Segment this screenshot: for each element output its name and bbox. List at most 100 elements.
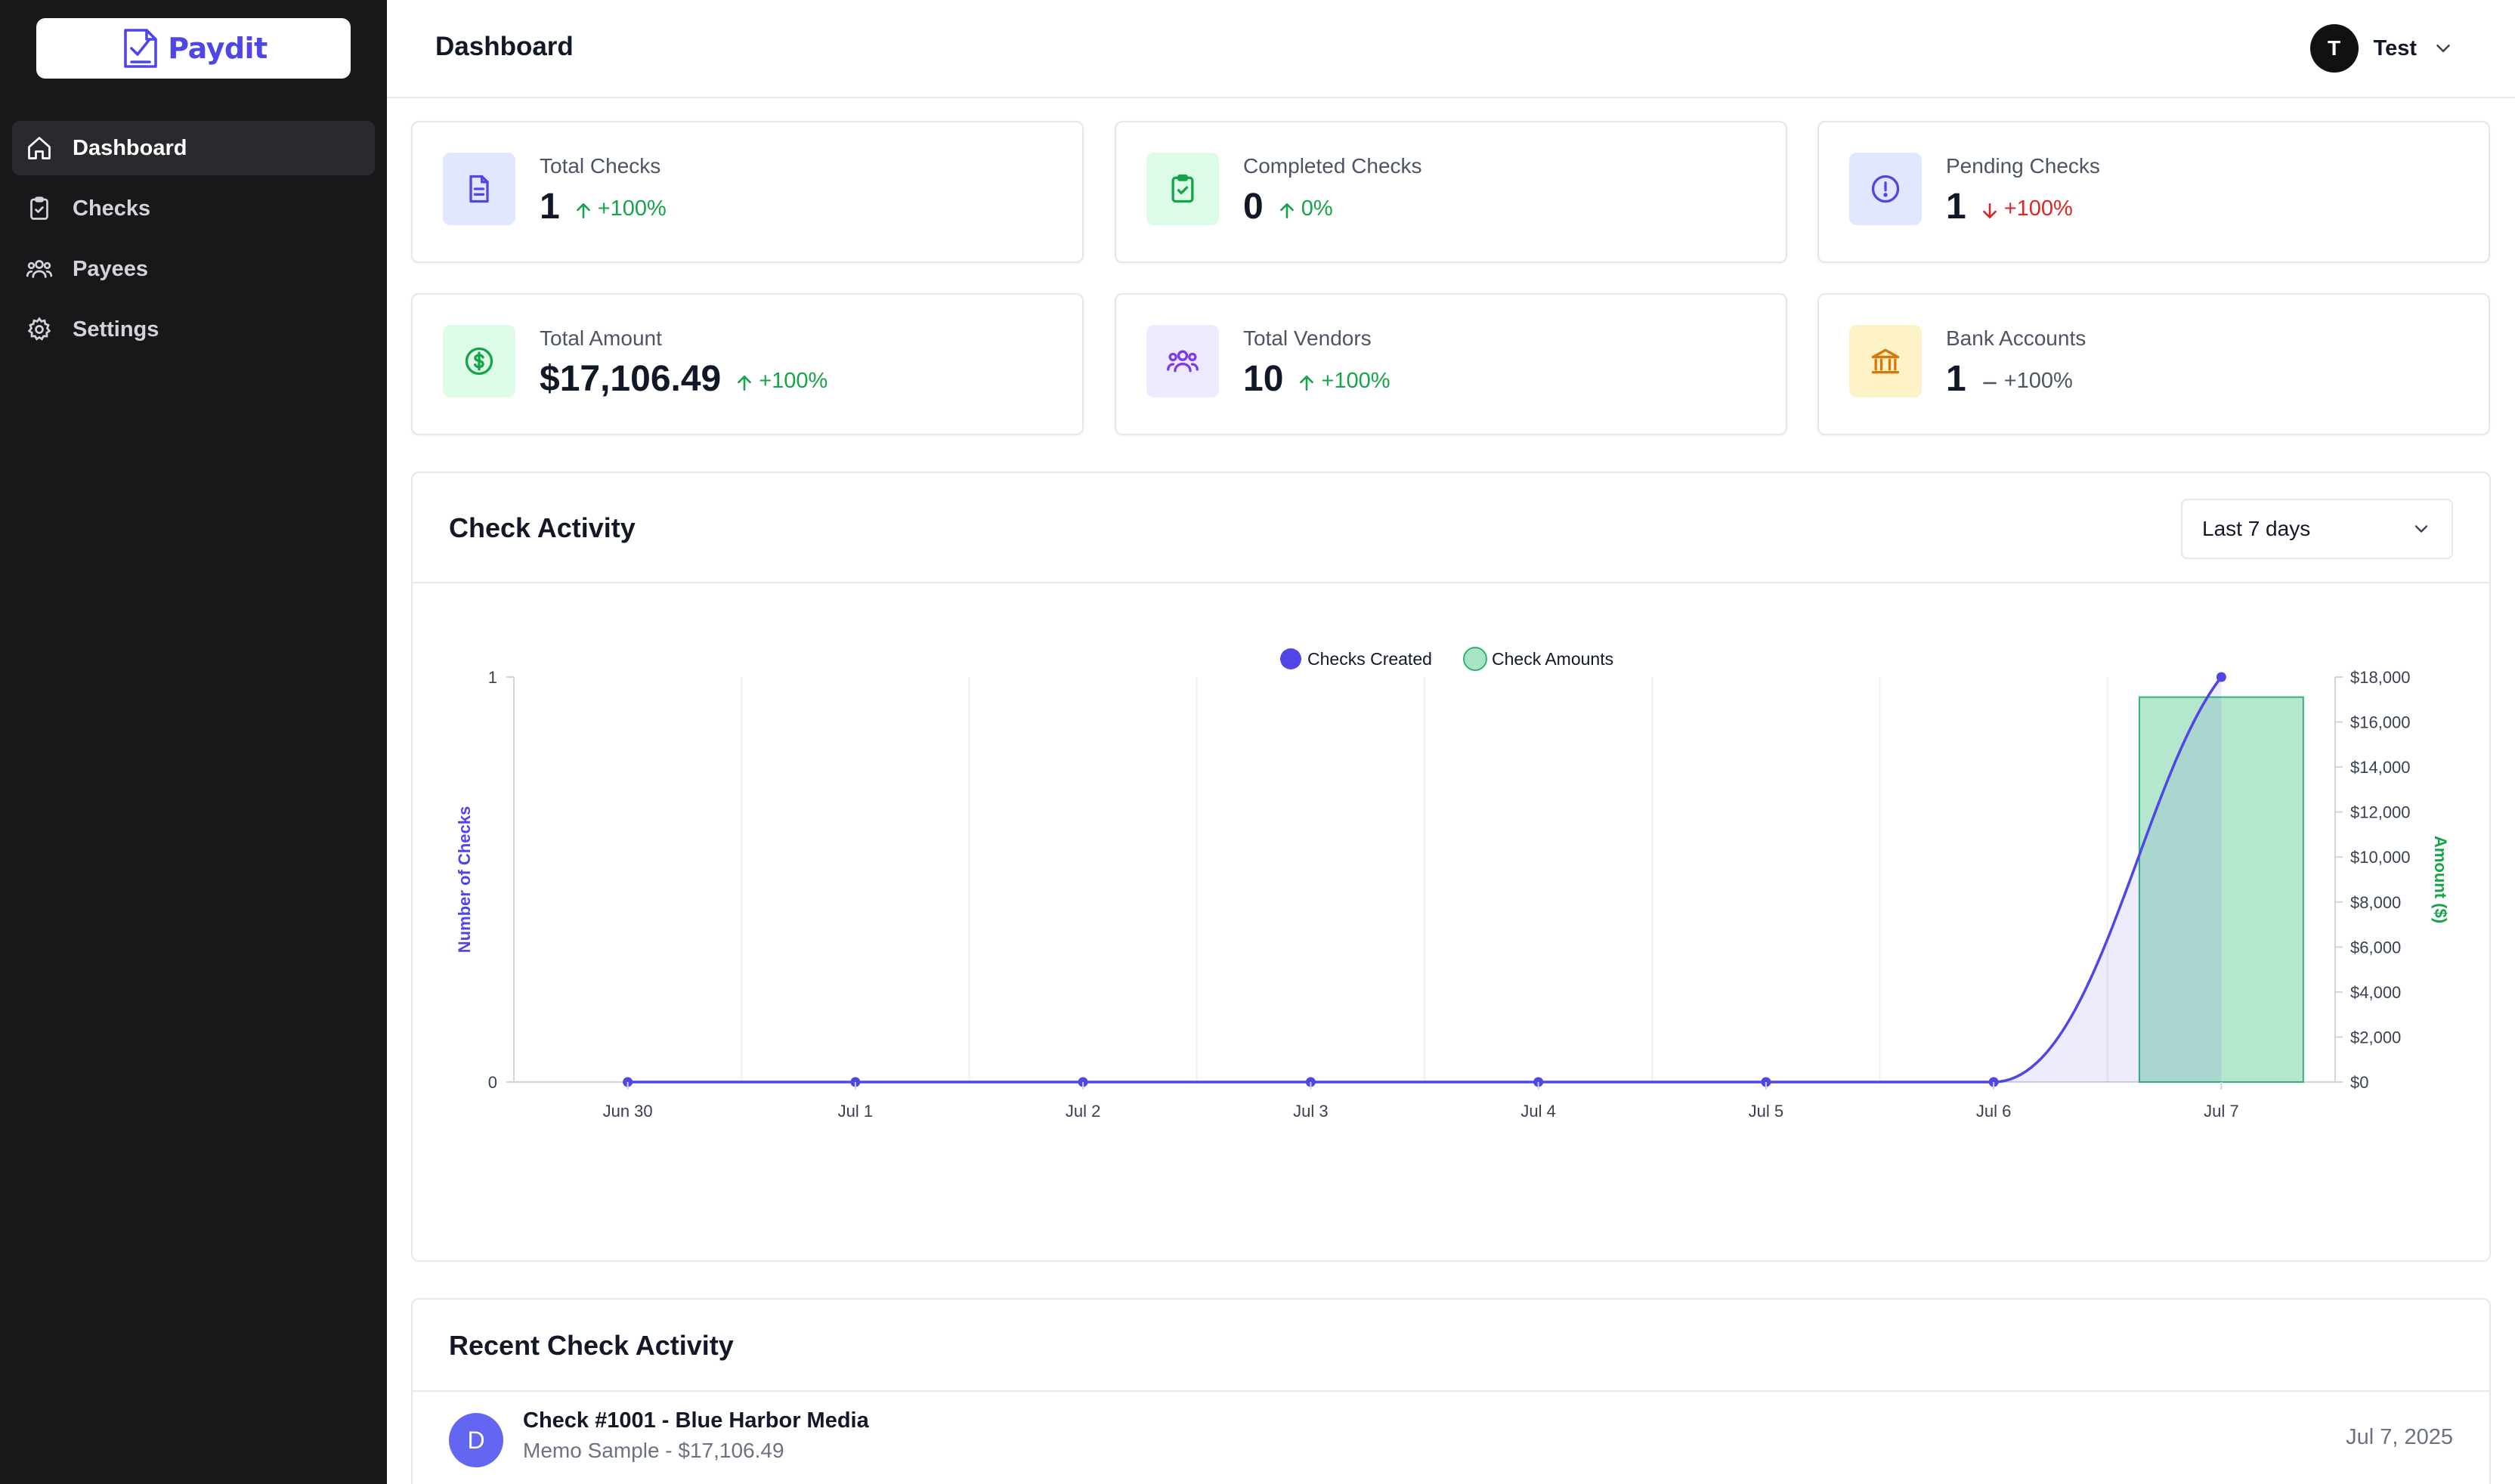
legend-label-checks-created: Checks Created: [1307, 649, 1432, 669]
stat-value: $17,106.49: [540, 359, 722, 399]
area-checks-created: [627, 677, 2222, 1082]
recent-title: Recent Check Activity: [449, 1330, 734, 1361]
bar-check-amounts: [2138, 696, 2304, 1083]
stat-card-pending-checks: Pending Checks 1 +100%: [1817, 121, 2490, 263]
stat-label: Completed Checks: [1243, 154, 1422, 178]
stat-trend: 0%: [1277, 196, 1333, 221]
stat-card-total-vendors: Total Vendors 10 +100%: [1115, 293, 1787, 435]
y-left-tick-label: 0: [488, 1073, 497, 1092]
y-right-tick-label: $12,000: [2350, 803, 2411, 822]
stat-value: 0: [1243, 187, 1264, 227]
activity-title: Check #1001 - Blue Harbor Media: [523, 1408, 869, 1433]
users-icon: [26, 260, 53, 278]
stat-icon-tile: [1849, 325, 1922, 397]
date-range-select[interactable]: Last 7 days: [2181, 499, 2453, 559]
x-tick-label: Jun 30: [603, 1102, 653, 1121]
x-tick-label: Jul 4: [1520, 1102, 1555, 1121]
stat-label: Bank Accounts: [1946, 326, 2087, 350]
page-title: Dashboard: [435, 32, 574, 61]
stat-value: 10: [1243, 359, 1284, 399]
line-checks-created: [627, 676, 2223, 1084]
gear-icon: [27, 317, 51, 341]
arrow-up-icon: [1300, 376, 1314, 391]
clipboard-check-icon: [30, 196, 48, 220]
stat-trend: +100%: [1980, 196, 2073, 221]
user-menu[interactable]: T Test: [2309, 24, 2455, 73]
top-header: Dashboard T Test: [387, 0, 2515, 98]
exclamation-circle-icon: [1871, 175, 1900, 203]
stat-icon-tile: [443, 153, 515, 225]
x-tick-label: Jul 5: [1749, 1102, 1783, 1121]
y-right-tick-label: $2,000: [2350, 1028, 2401, 1047]
sidebar-nav: Dashboard Checks Payees Settings: [12, 121, 375, 363]
stat-trend: +100%: [1980, 369, 2073, 394]
x-tick-label: Jul 3: [1293, 1102, 1328, 1121]
stat-trend-value: +100%: [597, 196, 667, 221]
legend-label-check-amounts: Check Amounts: [1492, 649, 1613, 669]
sidebar-item-label: Settings: [73, 317, 159, 342]
brand-logo[interactable]: Paydit: [36, 18, 351, 79]
sidebar-item-settings[interactable]: Settings: [12, 302, 375, 357]
activity-date: Jul 7, 2025: [2346, 1425, 2453, 1449]
y-right-axis-title: Amount ($): [2431, 836, 2450, 923]
sidebar-item-checks[interactable]: Checks: [12, 181, 375, 236]
y-right-tick-label: $6,000: [2350, 938, 2401, 957]
stat-icon-tile: [1146, 153, 1219, 225]
stat-card-bank-accounts: Bank Accounts 1 +100%: [1817, 293, 2490, 435]
check-document-icon: [124, 29, 158, 68]
stat-card-completed-checks: Completed Checks 0 0%: [1115, 121, 1787, 263]
stat-trend: +100%: [735, 369, 828, 394]
arrow-up-icon: [1279, 203, 1294, 218]
x-tick-label: Jul 6: [1976, 1102, 2011, 1121]
stat-label: Total Checks: [540, 154, 661, 178]
stat-trend: +100%: [574, 196, 667, 221]
panel-title: Check Activity: [449, 512, 636, 543]
stat-trend-value: +100%: [2003, 196, 2073, 221]
stat-card-total-checks: Total Checks 1 +100%: [411, 121, 1084, 263]
chevron-down-icon: [2436, 45, 2450, 52]
recent-check-activity: Recent Check Activity D Check #1001 - Bl…: [411, 1298, 2491, 1484]
point-checks-created: [2216, 672, 2226, 682]
x-tick-label: Jul 2: [1066, 1102, 1100, 1121]
chevron-down-icon: [2414, 525, 2428, 533]
activity-subtitle: Memo Sample - $17,106.49: [523, 1439, 784, 1462]
y-left-tick-label: 1: [488, 668, 497, 687]
sidebar: Paydit Dashboard Checks Payees Settings: [0, 0, 387, 1484]
stat-icon-tile: [443, 325, 515, 397]
stat-value: 1: [540, 187, 560, 227]
x-tick-label: Jul 1: [838, 1102, 873, 1121]
y-right-tick-label: $10,000: [2350, 848, 2411, 867]
stat-card-total-amount: Total Amount $17,106.49 +100%: [411, 293, 1084, 435]
sidebar-item-label: Checks: [73, 196, 151, 221]
stat-label: Total Amount: [540, 326, 662, 350]
clipboard-check-icon: [1171, 174, 1194, 203]
stat-icon-tile: [1146, 325, 1219, 397]
y-right-tick-label: $0: [2350, 1073, 2368, 1092]
minus-icon: [1982, 382, 1997, 385]
sidebar-item-dashboard[interactable]: Dashboard: [12, 121, 375, 175]
user-name: Test: [2373, 36, 2417, 60]
stat-value: 1: [1946, 187, 1966, 227]
legend-swatch-checks-created: [1280, 648, 1301, 669]
legend-swatch-check-amounts: [1463, 647, 1487, 671]
users-icon: [1167, 350, 1199, 373]
y-right-tick-label: $14,000: [2350, 758, 2411, 777]
y-right-tick-label: $16,000: [2350, 713, 2411, 732]
stat-value: 1: [1946, 359, 1966, 399]
y-right-tick-label: $4,000: [2350, 983, 2401, 1002]
stat-label: Pending Checks: [1946, 154, 2100, 178]
check-activity-panel: Check Activity Last 7 days Jun 30 Jul 1 Ju…: [411, 471, 2491, 1262]
stat-icon-tile: [1849, 153, 1922, 225]
sidebar-item-payees[interactable]: Payees: [12, 242, 375, 296]
list-item[interactable]: D Check #1001 - Blue Harbor Media Memo S…: [413, 1393, 2489, 1484]
stat-label: Total Vendors: [1243, 326, 1372, 350]
payee-avatar: D: [449, 1413, 503, 1467]
y-left-axis-title: Number of Checks: [455, 806, 474, 953]
document-icon: [469, 175, 489, 203]
x-tick-label: Jul 7: [2204, 1102, 2238, 1121]
y-right-tick-label: $18,000: [2350, 668, 2411, 687]
stat-trend-value: +100%: [1321, 368, 1391, 393]
stat-trend-value: +100%: [2003, 368, 2073, 393]
y-right-tick-label: $8,000: [2350, 893, 2401, 912]
dollar-circle-icon: [465, 347, 493, 376]
